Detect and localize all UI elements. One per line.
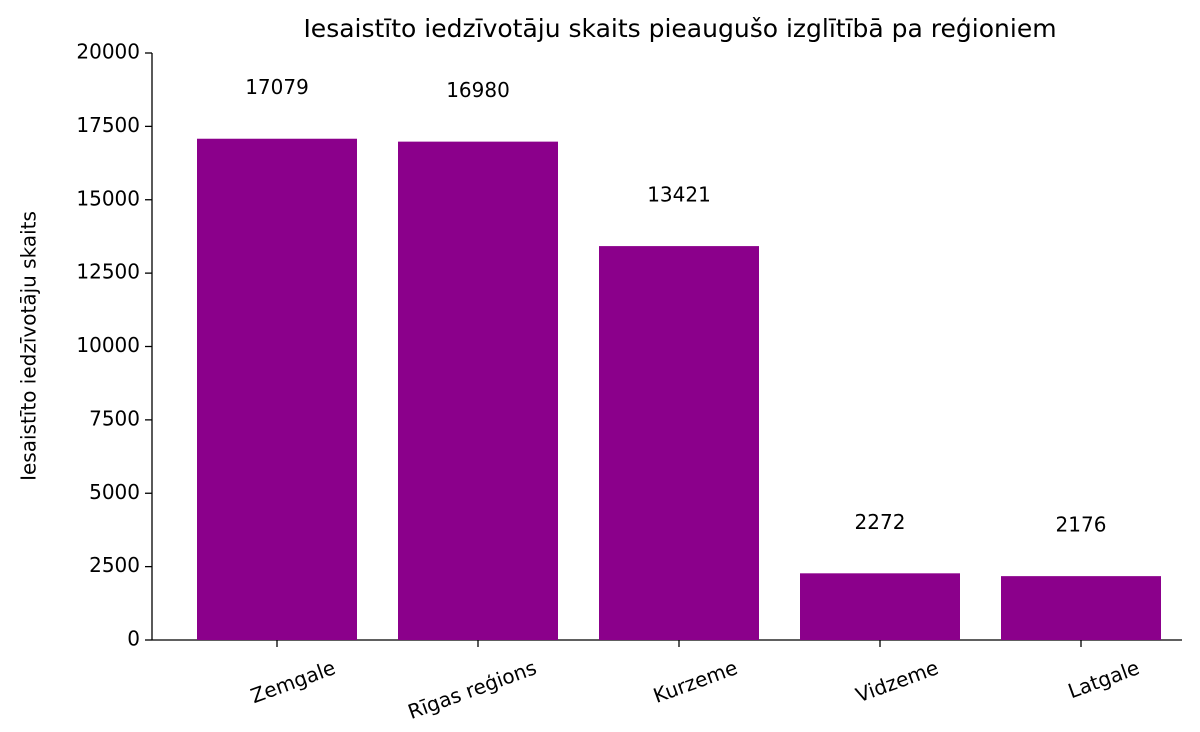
x-tick-label: Zemgale (247, 655, 338, 708)
y-tick-label: 12500 (76, 260, 140, 284)
x-tick-label: Latgale (1065, 655, 1143, 703)
bar (599, 246, 759, 641)
value-label: 17079 (245, 75, 309, 99)
y-tick-label: 5000 (89, 480, 140, 504)
y-tick-label: 15000 (76, 186, 140, 210)
x-tick-label: Kurzeme (650, 655, 741, 708)
bar (1001, 576, 1161, 640)
y-tick-label: 0 (127, 627, 140, 651)
bar (800, 573, 960, 640)
value-label: 2272 (855, 510, 906, 534)
y-tick-label: 17500 (76, 113, 140, 137)
value-label: 16980 (446, 78, 510, 102)
bar (398, 141, 558, 640)
y-tick-label: 2500 (89, 553, 140, 577)
x-tick-label: Vidzeme (852, 655, 941, 707)
value-label: 2176 (1056, 513, 1107, 537)
bar (197, 138, 357, 640)
value-label: 13421 (647, 183, 711, 207)
x-tick-label: Rīgas reģions (405, 655, 540, 724)
y-axis-label: Iesaistīto iedzīvotāju skaits (17, 211, 41, 481)
y-tick-label: 20000 (76, 40, 140, 64)
y-tick-label: 10000 (76, 333, 140, 357)
y-tick-label: 7500 (89, 406, 140, 430)
chart-title: Iesaistīto iedzīvotāju skaits pieaugušo … (303, 14, 1056, 43)
